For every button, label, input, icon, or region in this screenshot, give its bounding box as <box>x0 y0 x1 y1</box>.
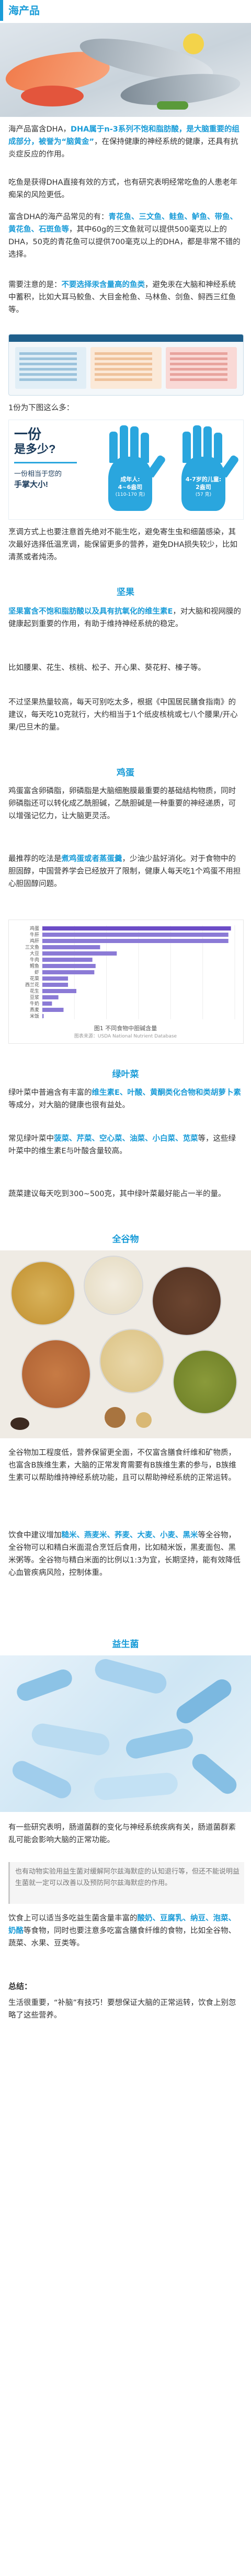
adult-range: 4~6盎司 <box>118 484 143 491</box>
section-title-probiotics: 益生菌 <box>112 1639 139 1650</box>
probiotics-photo <box>0 1655 251 1812</box>
kid-hand-icon: 4-7岁的儿童: 2盎司 (57 克) <box>175 425 240 514</box>
section-title-grains: 全谷物 <box>112 1234 139 1245</box>
section-accent-bar <box>0 0 3 21</box>
chart-category-label: 燕麦 <box>30 1007 39 1013</box>
section-title-nuts: 坚果 <box>117 587 134 598</box>
seafood-paragraph-6: 烹调方式上也要注意首先绝对不能生吃，避免寄生虫和细菌感染，其次最好选择低温烹调，… <box>8 528 237 562</box>
chart-bar <box>42 983 69 987</box>
adult-label: 成年人: <box>120 476 140 483</box>
seafood-paragraph-5: 1份为下图这么多： <box>8 404 74 412</box>
probiotics-paragraph-1: 有一些研究表明，肠道菌群的变化与神经系统疾病有关，肠道菌群紊乱可能会影响大脑的正… <box>8 1823 236 1844</box>
kid-unit: (57 克) <box>195 492 212 497</box>
nuts-paragraph-2: 比如腰果、花生、核桃、松子、开心果、葵花籽、榛子等。 <box>8 664 206 672</box>
chart-category-label: 牛奶 <box>30 1000 39 1007</box>
kid-range: 2盎司 <box>196 484 211 491</box>
eggs-paragraph-2: 最推荐的吃法是煮鸡蛋或者蒸蛋羹，少油少盐好消化。对于食物中的胆固醇，中国营养学会… <box>8 855 241 888</box>
chart-category-label: 鳕鱼 <box>30 963 39 969</box>
kid-label: 4-7岁的儿童: <box>185 476 222 483</box>
seafood-photo <box>0 23 251 117</box>
chart-category-label: 米饭 <box>30 1013 39 1019</box>
chart-bar <box>42 926 231 931</box>
chart-bar <box>42 933 229 937</box>
choline-chart-panel: 鸡蛋 牛肝 鸡肝 三文鱼 大豆 牛肉 鳕鱼虾花菜 西兰花 花生 豆浆 牛奶 燕麦 米饭 图1 不同食物中… <box>8 920 244 1044</box>
greens-paragraph-3: 蔬菜建议每天吃到300~500克，其中绿叶菜最好能占一半的量。 <box>8 1190 226 1198</box>
chart-bar <box>42 989 77 993</box>
chart-category-label: 花菜 <box>30 975 39 982</box>
mercury-infographic <box>8 334 244 396</box>
grains-photo <box>0 1250 251 1438</box>
probiotics-note-box: 也有动物实验用益生菌对缓解阿尔兹海默症的认知退行等，但还不能说明益生菌就一定可以… <box>8 1862 244 1904</box>
chart-category-label: 鸡肝 <box>30 938 39 944</box>
seafood-paragraph-2: 吃鱼是获得DHA直接有效的方式，也有研究表明经常吃鱼的人患老年痴呆的风险更低。 <box>8 178 237 199</box>
adult-hand-icon: 成年人: 4~6盎司 (110-170 克) <box>102 425 167 514</box>
probiotics-paragraph-2: 饮食上可以适当多吃益生菌含量丰富的酸奶、豆腐乳、纳豆、泡菜、奶酪等食物，同时也要… <box>8 1914 236 1948</box>
portion-question: 一份 是多少? 一份相当于您的 手掌大小! <box>14 426 93 491</box>
portion-q2: 是多少? <box>14 443 56 456</box>
portion-q1: 一份 <box>14 426 42 442</box>
chart-bar <box>42 976 69 981</box>
probiotics-note: 也有动物实验用益生菌对缓解阿尔兹海默症的认知退行等，但还不能说明益生菌就一定可以… <box>15 1868 240 1887</box>
chart-bar <box>42 951 117 956</box>
chart-bar <box>42 995 59 999</box>
portion-q4: 手掌大小! <box>14 480 48 489</box>
nuts-paragraph-1: 坚果富含不饱和脂肪酸以及具有抗氧化的维生素E，对大脑和视网膜的健康起到重要的作用… <box>8 607 241 628</box>
adult-unit: (110-170 克) <box>115 492 145 497</box>
chart-category-label: 西兰花 <box>25 982 39 988</box>
chart-bar <box>42 945 100 949</box>
chart-bar <box>42 1014 44 1018</box>
nuts-paragraph-3: 不过坚果热量较高，每天可别吃太多，根据《中国居民膳食指南》的建议，每天吃10克就… <box>8 698 238 732</box>
portion-infographic: 一份 是多少? 一份相当于您的 手掌大小! 成年人: 4~6盎司 (110-17… <box>8 420 244 520</box>
seafood-paragraph-4: 需要注意的是：不要选择汞含量高的鱼类，避免汞在大脑和神经系统中蓄积，比如大耳马鲛… <box>8 281 236 314</box>
section-title-eggs: 鸡蛋 <box>117 768 134 778</box>
grains-paragraph-1: 全谷物加工程度低，营养保留更全面，不仅富含膳食纤维和矿物质，也富含B族维生素，大… <box>8 1449 236 1482</box>
chart-bar <box>42 970 95 974</box>
greens-paragraph-2: 常见绿叶菜中菠菜、芹菜、空心菜、油菜、小白菜、苋菜等，这些绿叶菜中的维生素E与叶… <box>8 1135 236 1155</box>
portion-q3: 一份相当于您的 <box>14 470 62 478</box>
chart-caption: 图1 不同食物中胆碱含量 <box>94 1025 157 1032</box>
summary-paragraph: 生活很重要，“补脑”有技巧！要想保证大脑的正常运转，饮食上别忽略了这些营养。 <box>8 1999 236 2020</box>
chart-category-label: 花生 <box>30 988 39 994</box>
chart-bar <box>42 939 229 943</box>
chart-category-label: 鸡蛋 <box>30 925 39 932</box>
chart-category-label: 虾 <box>35 969 39 975</box>
section-title-summary: 总结： <box>8 1982 32 1991</box>
eggs-paragraph-1: 鸡蛋富含卵磷脂，卵磷脂是大脑细胞膜最重要的基础结构物质，同时卵磷脂还可以转化成乙… <box>8 787 236 820</box>
chart-category-label: 豆浆 <box>30 994 39 1000</box>
chart-bar <box>42 964 96 968</box>
chart-category-label: 三文鱼 <box>25 944 39 950</box>
page-footer-space <box>0 2046 251 2576</box>
seafood-paragraph-3: 富含DHA的海产品常见的有：青花鱼、三文鱼、鲑鱼、鲈鱼、带鱼、黄花鱼、石斑鱼等，… <box>8 213 241 259</box>
section-title-greens: 绿叶菜 <box>112 1069 139 1080</box>
chart-bar <box>42 958 93 962</box>
section-title-seafood: 海产品 <box>8 4 40 17</box>
chart-bar <box>42 1008 64 1012</box>
seafood-paragraph-1: 海产品富含DHA，DHA属于n-3系列不饱和脂肪酸，是大脑重要的组成部分，被誉为… <box>8 125 239 159</box>
chart-category-label: 牛肝 <box>30 932 39 938</box>
chart-bar <box>42 1001 52 1006</box>
greens-paragraph-1: 绿叶菜中普遍含有丰富的维生素E、叶酸、黄酮类化合物和类胡萝卜素等成分，对大脑的健… <box>8 1089 241 1110</box>
chart-category-label: 牛肉 <box>30 957 39 963</box>
section-header-seafood: 海产品 <box>0 0 251 21</box>
chart-footer: 图表来源：USDA National Nutrient Database <box>74 1034 177 1039</box>
grains-paragraph-2: 饮食中建议增加糙米、燕麦米、荞麦、大麦、小麦、黑米等全谷物，全谷物可以和精白米面… <box>8 1531 241 1577</box>
chart-category-label: 大豆 <box>30 950 39 957</box>
